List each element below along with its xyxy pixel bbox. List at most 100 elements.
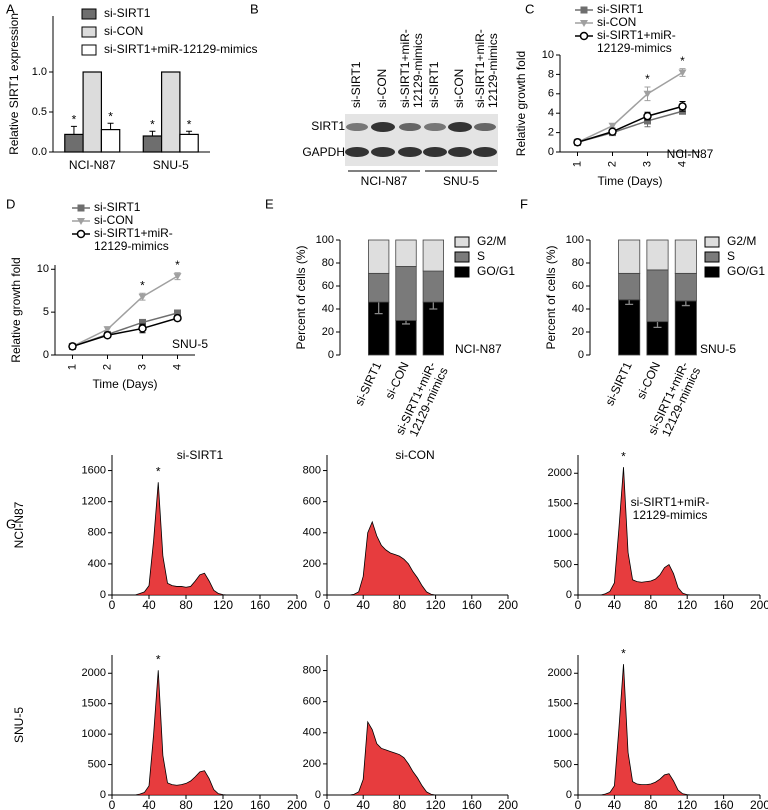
legend-label: si-SIRT1+miR-12129-mimics (94, 226, 173, 253)
blot-lane-label: si-SIRT1+miR-12129-mimics (473, 29, 500, 108)
annotation: SNU-5 (172, 337, 208, 351)
error-bar (70, 125, 77, 135)
bar (64, 133, 84, 153)
x-tick-label: 200 (498, 598, 518, 612)
panel-label: G (6, 516, 16, 531)
column-title: si-CON (395, 448, 434, 462)
y-tick-label: 200 (303, 758, 321, 770)
significance-star: * (621, 449, 626, 463)
blot-lane-label: si-SIRT1 (427, 61, 441, 108)
histogram (349, 520, 445, 596)
y-tick-label: 1.0 (32, 66, 47, 78)
y-axis-title: Relative SIRT1 expression (7, 13, 21, 155)
histogram (134, 482, 233, 596)
marker (608, 122, 617, 130)
x-tick-label: 3 (136, 364, 148, 370)
bar-segment (646, 239, 669, 271)
x-tick-label: 0 (575, 798, 582, 810)
x-tick-label: 40 (608, 798, 622, 810)
marker (103, 331, 112, 340)
y-tick-label: 500 (554, 558, 572, 570)
significance-star: * (150, 117, 155, 131)
bar-segment (618, 239, 641, 274)
x-tick-label: 0 (324, 798, 331, 810)
x-tick-label: 160 (714, 798, 734, 810)
y-tick-label: 0 (315, 589, 321, 601)
marker (644, 117, 651, 125)
panel-label: F (520, 196, 528, 211)
error-bar (149, 130, 156, 136)
x-tick-label: 40 (357, 798, 371, 810)
bar-segment (618, 299, 641, 356)
histogram (600, 664, 697, 796)
y-tick-label: 0 (315, 789, 321, 801)
y-tick-label: 0.0 (32, 146, 47, 158)
y-axis-title: Relative growth fold (9, 257, 23, 362)
legend-swatch (454, 266, 470, 278)
annotation: NCI-N87 (667, 147, 714, 161)
legend-label: si-SIRT1 (104, 6, 151, 20)
y-tick-label: 60 (322, 280, 334, 292)
y-tick-label: 4 (548, 107, 554, 119)
legend-swatch (454, 236, 470, 248)
blot-bands (345, 122, 497, 157)
y-tick-label: 8 (548, 68, 554, 80)
x-tick-label: 200 (287, 598, 307, 612)
y-tick-label: 400 (303, 727, 321, 739)
significance-star: * (187, 117, 192, 131)
histogram (135, 670, 233, 796)
y-tick-label: 1000 (548, 528, 572, 540)
marker (173, 273, 182, 281)
row-title: NCI-N87 (12, 501, 26, 548)
x-tick-label: 4 (676, 161, 688, 167)
series-line (577, 105, 683, 144)
x-tick-label: 0 (109, 598, 116, 612)
legend-swatch (454, 251, 470, 263)
y-tick-label: 600 (303, 496, 321, 508)
x-tick-label: 80 (644, 798, 658, 810)
y-tick-label: 1000 (548, 728, 572, 740)
x-tick-label: 200 (287, 798, 307, 810)
histogram (349, 720, 445, 796)
legend-label: GO/G1 (477, 264, 515, 278)
panel-label: A (6, 1, 15, 16)
y-axis-title: Percent of cells (%) (544, 245, 558, 349)
x-tick-label: 2 (606, 161, 618, 167)
marker (139, 318, 146, 326)
x-tick-label: 80 (393, 598, 407, 612)
blot-group-label: SNU-5 (443, 174, 479, 188)
marker (173, 313, 182, 323)
y-tick-label: 200 (303, 558, 321, 570)
y-tick-label: 0 (43, 349, 49, 361)
marker (76, 229, 86, 239)
y-tick-label: 1500 (82, 698, 106, 710)
y-tick-label: 20 (572, 326, 584, 338)
bar-segment (674, 239, 697, 274)
y-tick-label: 400 (88, 558, 106, 570)
marker (678, 69, 687, 77)
x-tick-label: 3 (641, 161, 653, 167)
western-blot: SIRT1 GAPDH NCI-N87 SNU-5 (302, 114, 498, 188)
legend-label: si-CON (597, 15, 636, 29)
panel-label: C (525, 1, 534, 16)
legend-swatch (704, 251, 720, 263)
y-tick-label: 0.5 (32, 106, 47, 118)
bar-segment (395, 320, 417, 356)
marker (573, 138, 582, 147)
marker (68, 342, 77, 351)
x-tick-label: si-SIRT1 (352, 359, 384, 407)
bar-segment (368, 239, 390, 274)
x-tick-label: 200 (750, 598, 768, 612)
y-tick-label: 2000 (548, 667, 572, 679)
y-tick-label: 100 (316, 234, 334, 246)
y-tick-label: 500 (88, 758, 106, 770)
marker (77, 204, 85, 212)
blot-lane-label: si-CON (375, 69, 389, 108)
x-tick-label: 120 (426, 598, 446, 612)
annotation: SNU-5 (700, 342, 736, 356)
significance-star: * (72, 113, 77, 127)
x-tick-label: 200 (750, 798, 768, 810)
marker (77, 218, 85, 225)
bar-segment (422, 270, 444, 303)
